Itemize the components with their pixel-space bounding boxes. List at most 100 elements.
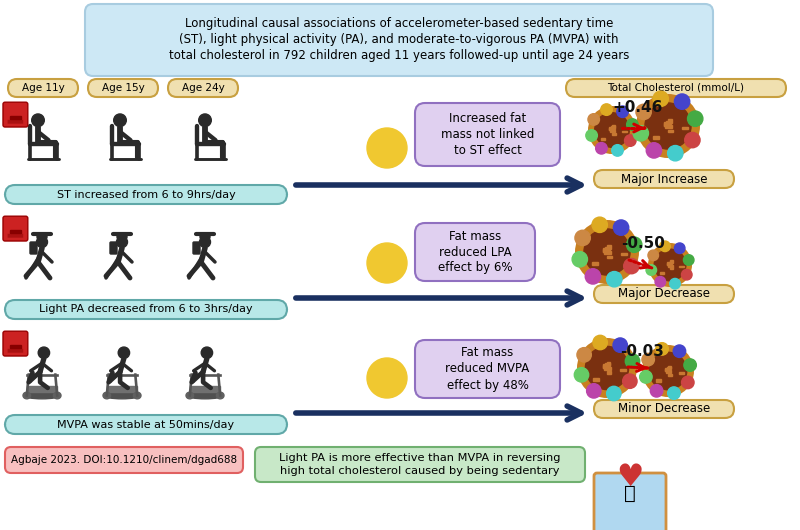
FancyBboxPatch shape xyxy=(620,369,626,371)
FancyBboxPatch shape xyxy=(594,473,666,530)
Circle shape xyxy=(37,236,47,248)
Circle shape xyxy=(646,143,662,158)
Text: +0.46: +0.46 xyxy=(613,101,663,116)
FancyBboxPatch shape xyxy=(666,126,672,128)
FancyBboxPatch shape xyxy=(603,365,607,368)
Circle shape xyxy=(575,220,639,284)
Ellipse shape xyxy=(23,392,30,399)
FancyBboxPatch shape xyxy=(679,266,684,267)
FancyBboxPatch shape xyxy=(656,379,661,382)
Circle shape xyxy=(674,243,685,253)
FancyBboxPatch shape xyxy=(415,103,560,166)
Circle shape xyxy=(682,269,692,280)
Circle shape xyxy=(577,338,637,398)
FancyBboxPatch shape xyxy=(603,365,606,368)
Circle shape xyxy=(674,94,690,109)
FancyBboxPatch shape xyxy=(566,79,786,97)
Circle shape xyxy=(572,252,587,267)
Ellipse shape xyxy=(187,392,223,399)
Circle shape xyxy=(624,259,639,274)
FancyBboxPatch shape xyxy=(666,367,670,369)
FancyBboxPatch shape xyxy=(679,372,684,374)
Text: Major Decrease: Major Decrease xyxy=(618,287,710,301)
FancyBboxPatch shape xyxy=(605,367,610,370)
Text: Fat mass
reduced MVPA
effect by 48%: Fat mass reduced MVPA effect by 48% xyxy=(446,347,530,392)
FancyBboxPatch shape xyxy=(8,349,23,352)
FancyBboxPatch shape xyxy=(3,331,28,356)
FancyBboxPatch shape xyxy=(660,272,664,274)
Circle shape xyxy=(646,264,657,275)
Circle shape xyxy=(654,249,686,281)
FancyBboxPatch shape xyxy=(8,120,23,123)
Text: Major Increase: Major Increase xyxy=(621,172,707,185)
FancyBboxPatch shape xyxy=(666,370,671,373)
FancyBboxPatch shape xyxy=(5,300,287,319)
FancyBboxPatch shape xyxy=(88,79,158,97)
Text: Light PA is more effective than MVPA in reversing
high total cholesterol caused : Light PA is more effective than MVPA in … xyxy=(279,453,561,476)
Circle shape xyxy=(606,271,622,287)
FancyBboxPatch shape xyxy=(621,253,627,255)
Bar xyxy=(190,385,220,392)
FancyBboxPatch shape xyxy=(5,447,243,473)
FancyBboxPatch shape xyxy=(610,129,615,132)
FancyBboxPatch shape xyxy=(667,263,670,265)
FancyBboxPatch shape xyxy=(30,242,37,254)
Circle shape xyxy=(577,348,591,362)
FancyBboxPatch shape xyxy=(669,262,672,263)
FancyBboxPatch shape xyxy=(610,126,614,129)
Circle shape xyxy=(594,113,630,147)
Bar xyxy=(27,385,58,392)
Circle shape xyxy=(596,143,607,154)
Circle shape xyxy=(670,278,680,289)
FancyBboxPatch shape xyxy=(193,242,200,254)
Text: -0.50: -0.50 xyxy=(621,235,665,251)
Text: Increased fat
mass not linked
to ST effect: Increased fat mass not linked to ST effe… xyxy=(441,112,534,157)
FancyBboxPatch shape xyxy=(664,122,667,126)
FancyBboxPatch shape xyxy=(603,248,606,252)
Text: Age 15y: Age 15y xyxy=(102,83,144,93)
Circle shape xyxy=(626,119,638,130)
Text: Agbaje 2023. DOI:10.1210/clinem/dgad688: Agbaje 2023. DOI:10.1210/clinem/dgad688 xyxy=(11,455,237,465)
FancyBboxPatch shape xyxy=(594,285,734,303)
Circle shape xyxy=(118,347,130,358)
FancyBboxPatch shape xyxy=(668,366,671,368)
Text: Minor Decrease: Minor Decrease xyxy=(618,402,710,416)
Ellipse shape xyxy=(216,392,224,399)
Circle shape xyxy=(636,104,651,120)
Circle shape xyxy=(674,345,686,357)
Circle shape xyxy=(117,236,127,248)
Circle shape xyxy=(683,255,694,266)
FancyBboxPatch shape xyxy=(594,170,734,188)
FancyBboxPatch shape xyxy=(117,233,127,239)
FancyBboxPatch shape xyxy=(593,378,598,381)
Text: 🫀: 🫀 xyxy=(624,483,636,502)
Circle shape xyxy=(606,386,621,401)
FancyBboxPatch shape xyxy=(594,400,734,418)
FancyBboxPatch shape xyxy=(609,127,611,130)
Circle shape xyxy=(648,243,692,287)
FancyBboxPatch shape xyxy=(415,223,535,281)
Circle shape xyxy=(642,345,694,397)
Circle shape xyxy=(660,241,670,252)
FancyBboxPatch shape xyxy=(665,368,667,371)
Circle shape xyxy=(367,243,407,283)
FancyBboxPatch shape xyxy=(85,4,713,76)
Circle shape xyxy=(685,132,700,148)
Bar xyxy=(10,116,21,119)
FancyBboxPatch shape xyxy=(609,128,612,130)
Circle shape xyxy=(592,217,607,233)
Circle shape xyxy=(586,384,601,398)
Circle shape xyxy=(574,368,589,382)
Circle shape xyxy=(367,358,407,398)
Ellipse shape xyxy=(104,392,140,399)
Circle shape xyxy=(622,374,637,388)
Text: Fat mass
reduced LPA
effect by 6%: Fat mass reduced LPA effect by 6% xyxy=(438,229,512,275)
Circle shape xyxy=(682,376,694,388)
FancyBboxPatch shape xyxy=(37,233,47,239)
Circle shape xyxy=(586,130,598,141)
FancyBboxPatch shape xyxy=(3,216,28,241)
FancyBboxPatch shape xyxy=(682,127,688,129)
Text: -0.03: -0.03 xyxy=(620,344,664,359)
FancyBboxPatch shape xyxy=(8,79,78,97)
Circle shape xyxy=(38,347,50,358)
